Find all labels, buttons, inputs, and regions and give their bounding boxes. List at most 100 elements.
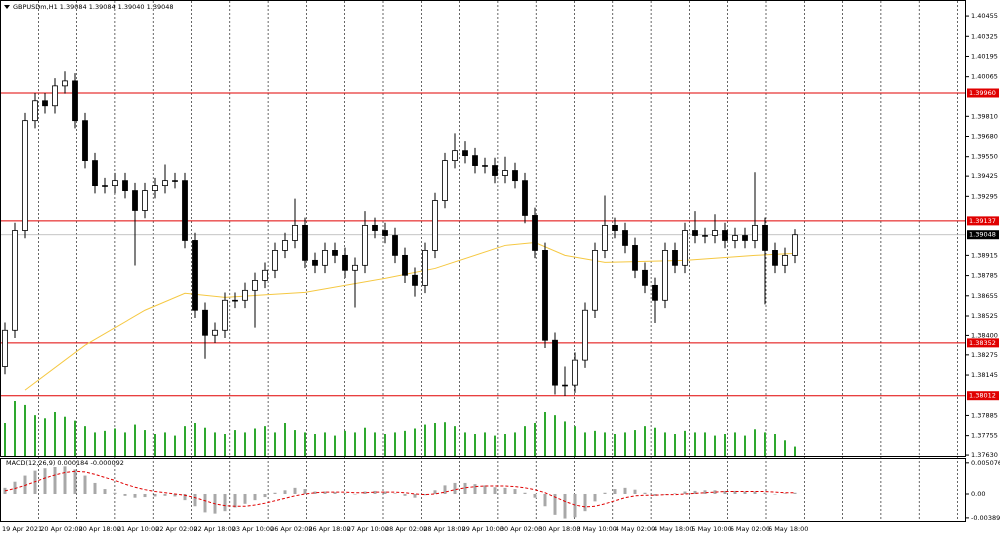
candle-body xyxy=(262,269,268,281)
candle-body xyxy=(652,284,658,301)
candle-body xyxy=(422,250,428,286)
volume-bar xyxy=(244,432,246,456)
x-tick-label: 22 Apr 02:00 xyxy=(155,525,197,533)
candle-body xyxy=(72,80,78,122)
macd-histogram-bar xyxy=(653,493,657,496)
macd-histogram-bar xyxy=(333,492,337,494)
macd-histogram-bar xyxy=(513,489,517,494)
candle-body xyxy=(612,224,618,231)
x-tick-label: 23 Apr 10:00 xyxy=(232,525,274,533)
macd-histogram-bar xyxy=(253,493,257,501)
macd-histogram-bar xyxy=(553,493,557,515)
x-tick-label: 22 Apr 18:00 xyxy=(194,525,236,533)
volume-bar xyxy=(544,412,546,456)
macd-histogram-bar xyxy=(383,491,387,494)
candle-body xyxy=(582,309,588,361)
macd-histogram-bar xyxy=(783,493,787,494)
macd-histogram-bar xyxy=(33,470,37,494)
candle-body xyxy=(432,200,438,251)
candle-body xyxy=(12,230,18,331)
volume-bar xyxy=(404,430,406,456)
volume-bar xyxy=(204,427,206,456)
candle-body xyxy=(782,254,788,266)
volume-bar xyxy=(794,446,796,456)
volume-bar xyxy=(284,423,286,456)
volume-bar xyxy=(744,435,746,456)
macd-histogram-bar xyxy=(563,493,567,519)
macd-histogram-bar xyxy=(473,484,477,494)
candle-body xyxy=(352,264,358,271)
volume-bar xyxy=(144,430,146,456)
volume-bar xyxy=(14,401,16,456)
volume-bar xyxy=(354,432,356,456)
volume-bar xyxy=(64,416,66,456)
candle-body xyxy=(372,224,378,231)
x-tick-label: 29 Apr 10:00 xyxy=(462,525,504,533)
macd-histogram-bar xyxy=(373,490,377,494)
volume-bar xyxy=(194,423,196,456)
macd-histogram-bar xyxy=(573,493,577,518)
macd-histogram-bar xyxy=(143,493,147,498)
y-tick-label: 1.39550 xyxy=(971,153,998,161)
candle-body xyxy=(112,180,118,187)
macd-histogram-bar xyxy=(243,493,247,504)
macd-histogram-bar xyxy=(23,475,27,494)
candle-body xyxy=(502,170,508,176)
volume-bar xyxy=(494,435,496,456)
volume-bar xyxy=(334,435,336,456)
candle-body xyxy=(62,80,68,87)
candle-body xyxy=(82,120,88,161)
x-tick-label: 5 May 10:00 xyxy=(691,525,731,533)
volume-bar xyxy=(344,430,346,456)
volume-bar xyxy=(24,404,26,456)
volume-bar xyxy=(384,434,386,456)
candle-body xyxy=(402,254,408,276)
macd-histogram-bar xyxy=(83,475,87,494)
macd-histogram-bar xyxy=(443,485,447,494)
macd-histogram-bar xyxy=(53,466,57,494)
volume-bar xyxy=(224,434,226,456)
macd-histogram-bar xyxy=(623,487,627,494)
volume-bar xyxy=(704,432,706,456)
macd-histogram-bar xyxy=(493,487,497,494)
x-tick-label: 26 Apr 18:00 xyxy=(308,525,350,533)
y-tick-label: 1.38525 xyxy=(971,312,998,320)
candle-body xyxy=(332,250,338,256)
y-tick-label: 1.38785 xyxy=(971,272,998,280)
volume-bar xyxy=(394,432,396,456)
x-tick-label: 26 Apr 02:00 xyxy=(270,525,312,533)
macd-histogram-bar xyxy=(233,493,237,508)
macd-histogram-bar xyxy=(13,481,17,494)
macd-histogram-bar xyxy=(103,489,107,494)
volume-bar xyxy=(484,432,486,456)
volume-bar xyxy=(174,435,176,456)
candle-body xyxy=(662,250,668,301)
candle-body xyxy=(522,180,528,216)
volume-bar xyxy=(784,440,786,456)
volume-bar xyxy=(34,415,36,456)
candle-body xyxy=(672,250,678,266)
level-label-box xyxy=(967,338,999,348)
macd-histogram-bar xyxy=(133,493,137,498)
y-tick-label: 1.39425 xyxy=(971,172,998,180)
macd-histogram-bar xyxy=(193,493,197,507)
macd-histogram-bar xyxy=(273,492,277,494)
volume-bar xyxy=(74,420,76,456)
candle-body xyxy=(162,180,168,187)
x-tick-label: 20 Apr 18:00 xyxy=(79,525,121,533)
moving-average xyxy=(24,241,796,391)
candle-body xyxy=(602,224,608,251)
volume-bar xyxy=(464,432,466,456)
candle-body xyxy=(132,190,138,211)
volume-bar xyxy=(674,434,676,456)
candle-body xyxy=(322,250,328,266)
volume-bar xyxy=(104,430,106,456)
candle-body xyxy=(472,155,478,166)
macd-histogram-bar xyxy=(463,482,467,494)
level-label-box xyxy=(967,391,999,401)
macd-histogram-bar xyxy=(323,491,327,494)
candle-body xyxy=(42,100,48,107)
macd-histogram-bar xyxy=(483,485,487,494)
macd-histogram-bar xyxy=(543,493,547,507)
